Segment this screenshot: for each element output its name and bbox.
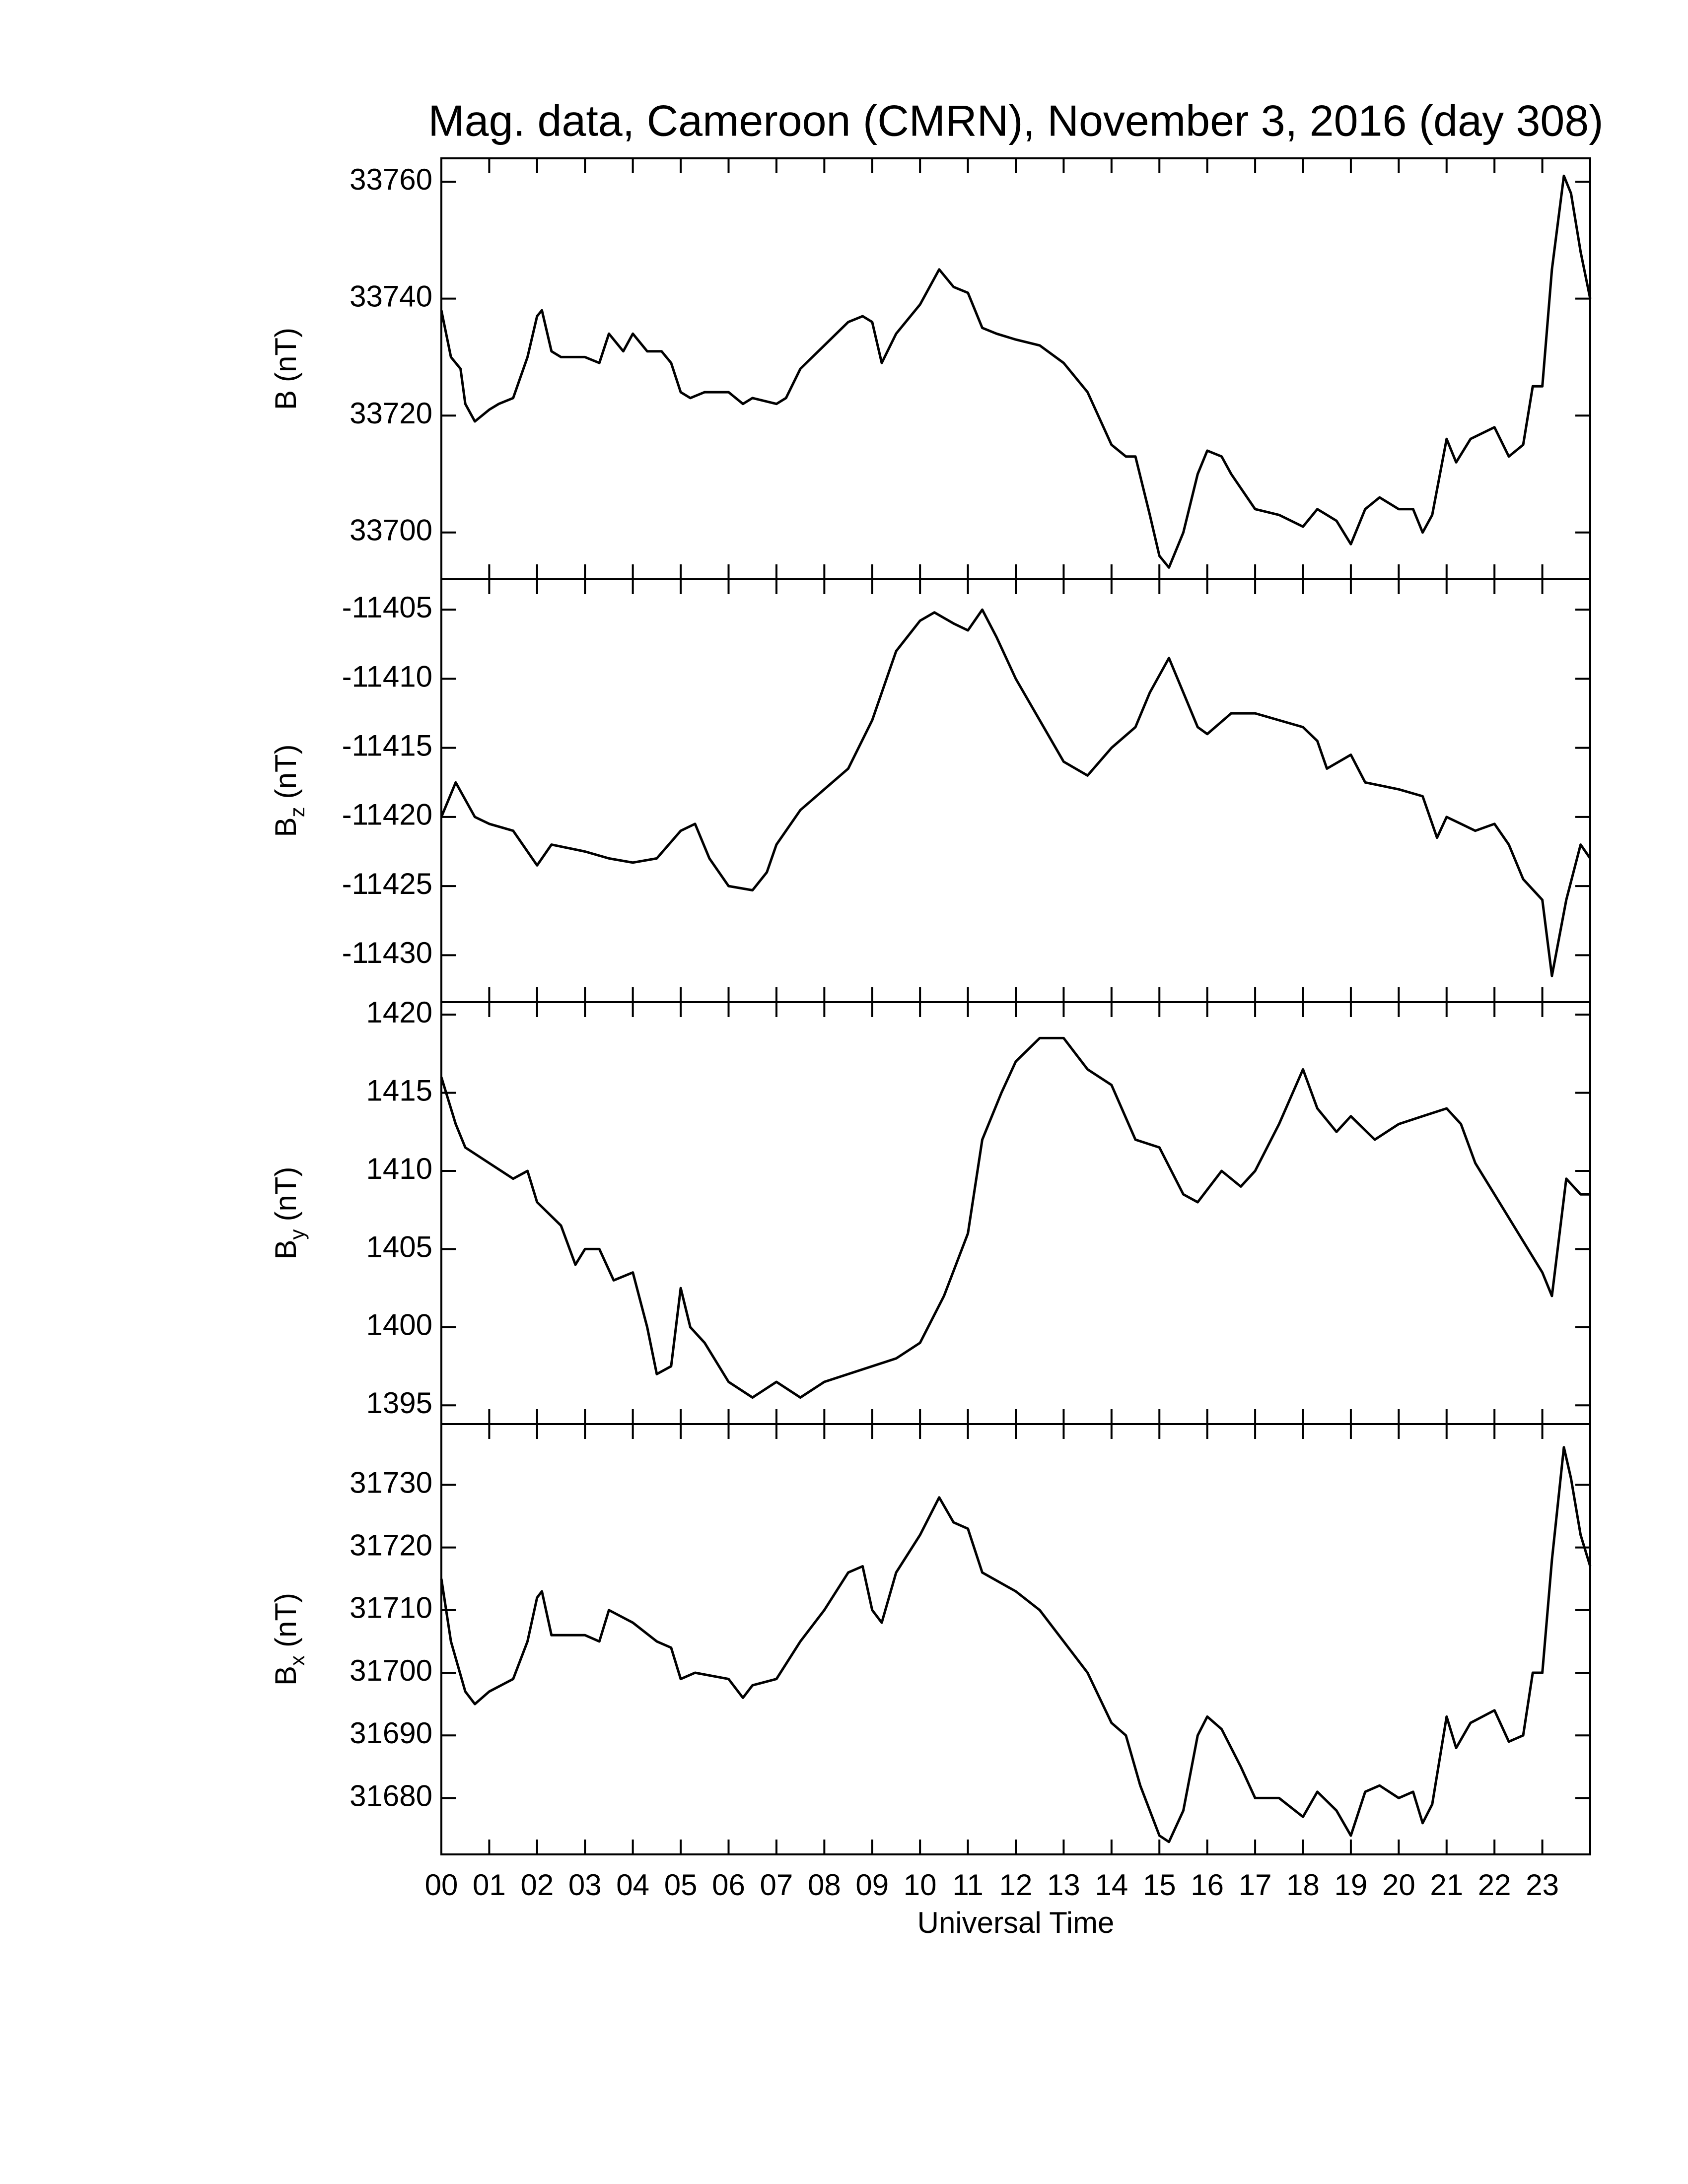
y-tick-label: 31680 [350,1779,432,1812]
y-tick-label: 1405 [366,1230,432,1263]
y-axis-label-symbol: B [269,817,302,837]
x-tick-label: 03 [568,1868,602,1902]
panel-frame [440,1001,1591,1425]
y-tick-label: -11415 [342,729,432,762]
x-tick-label: 14 [1095,1868,1128,1902]
x-tick-label: 13 [1047,1868,1080,1902]
y-tick-label: 31720 [350,1528,432,1562]
data-line [440,1036,1590,1399]
y-tick-label: 1420 [366,996,432,1029]
data-line [440,174,1592,569]
y-tick-label: 1415 [366,1074,432,1107]
y-axis-label-unit: (nT) [269,1593,302,1647]
y-tick-label: 33740 [350,280,432,313]
y-axis-label: By (nT) [269,1166,309,1259]
data-line [440,1446,1592,1843]
y-tick-label: 31710 [350,1591,432,1625]
y-tick-label: -11405 [342,591,432,624]
y-tick-label: 31700 [350,1654,432,1687]
y-tick-label: 31690 [350,1716,432,1750]
y-tick-label: -11410 [342,660,432,693]
x-tick-label: 09 [855,1868,889,1902]
x-tick-label: 06 [712,1868,745,1902]
y-axis-label-subscript: z [285,807,309,817]
data-line [440,608,1592,977]
x-tick-label: 23 [1526,1868,1559,1902]
x-axis-label: Universal Time [917,1906,1115,1939]
x-tick-label: 12 [999,1868,1033,1902]
x-tick-label: 15 [1143,1868,1176,1902]
y-tick-label: 1400 [366,1308,432,1342]
x-tick-label: 04 [616,1868,649,1902]
y-axis-label-unit: (nT) [269,328,302,382]
y-axis-label-unit: (nT) [269,744,302,799]
x-tick-label: 08 [808,1868,841,1902]
y-tick-label: 33760 [350,163,432,196]
x-tick-label: 17 [1239,1868,1272,1902]
y-axis-label-symbol: B [269,1239,302,1259]
y-axis-label: B (nT) [269,328,302,410]
y-axis-label-subscript: y [285,1229,309,1239]
y-tick-label: 33720 [350,397,432,430]
y-tick-label: -11430 [342,936,432,969]
x-tick-label: 01 [473,1868,506,1902]
x-tick-label: 16 [1191,1868,1224,1902]
x-tick-label: 19 [1335,1868,1368,1902]
y-tick-label: 33700 [350,514,432,547]
chart-title: Mag. data, Cameroon (CMRN), November 3, … [428,96,1603,145]
x-tick-label: 11 [952,1868,983,1902]
panel-frame [440,1423,1591,1855]
y-axis-label-symbol: B [269,390,302,410]
x-tick-label: 00 [425,1868,458,1902]
y-axis-label: Bz (nT) [269,744,309,837]
y-tick-label: 31730 [350,1466,432,1499]
panel-frame [440,157,1591,580]
x-tick-label: 18 [1286,1868,1320,1902]
x-tick-label: 20 [1382,1868,1415,1902]
x-tick-label: 10 [904,1868,937,1902]
y-tick-label: 1395 [366,1386,432,1420]
x-tick-label: 02 [520,1868,554,1902]
x-tick-label: 22 [1478,1868,1511,1902]
y-tick-label: -11420 [342,798,432,831]
panel-frame [440,578,1591,1003]
y-axis-label-symbol: B [269,1666,302,1686]
y-axis-label: Bx (nT) [269,1593,309,1686]
x-tick-label: 07 [760,1868,793,1902]
y-tick-label: 1410 [366,1152,432,1185]
y-tick-label: -11425 [342,867,432,900]
x-tick-label: 21 [1430,1868,1463,1902]
x-tick-label: 05 [664,1868,698,1902]
y-axis-label-unit: (nT) [269,1166,302,1221]
y-axis-label-subscript: x [285,1655,309,1666]
